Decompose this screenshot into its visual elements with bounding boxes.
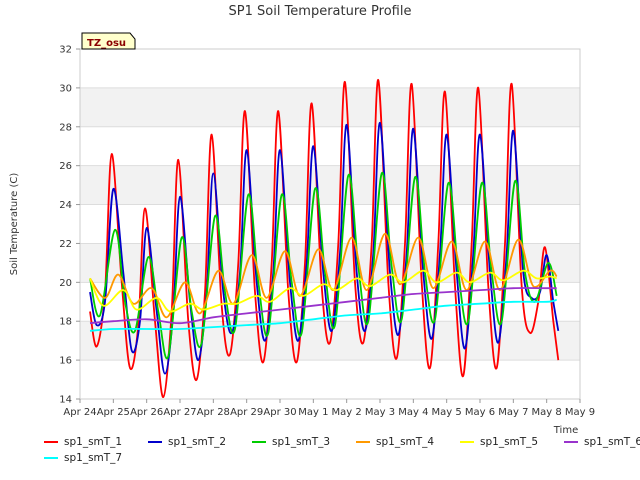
legend-item-sp1_smT_2: sp1_smT_2 xyxy=(148,436,226,448)
tz-badge-label: TZ_osu xyxy=(87,38,126,49)
series-line-sp1_smT_5 xyxy=(89,269,558,313)
legend-label: sp1_smT_5 xyxy=(480,436,539,448)
legend-swatch xyxy=(148,441,162,443)
tz-badge-box xyxy=(81,32,136,50)
y-tick-label: 28 xyxy=(59,122,72,133)
legend-swatch xyxy=(460,441,474,443)
series-line-sp1_smT_7 xyxy=(89,298,557,332)
x-tick-label: Apr 29 xyxy=(230,407,263,418)
series-line-sp1_smT_2 xyxy=(89,121,560,375)
x-tick-label: May 5 xyxy=(432,407,462,418)
x-tick-label: Apr 28 xyxy=(197,407,230,418)
x-tick-label: May 9 xyxy=(565,407,595,418)
legend-swatch xyxy=(564,441,578,443)
legend-item-sp1_smT_7: sp1_smT_7 xyxy=(44,452,122,464)
series-lines xyxy=(89,79,560,399)
legend-item-sp1_smT_1: sp1_smT_1 xyxy=(44,436,122,448)
x-tick-label: May 2 xyxy=(332,407,362,418)
x-tick-labels: Apr 24 Apr 25 Apr 26 Apr 27 Apr 28 Apr 29 Apr … xyxy=(63,399,595,418)
y-tick-label: 20 xyxy=(59,278,72,289)
y-axis-label: Soil Temperature (C) xyxy=(9,173,20,276)
legend-label: sp1_smT_3 xyxy=(272,436,331,448)
y-tick-label: 26 xyxy=(59,161,72,172)
legend-item-sp1_smT_5: sp1_smT_5 xyxy=(460,436,538,448)
x-tick-label: May 7 xyxy=(498,407,528,418)
x-axis-label: Time xyxy=(553,425,578,436)
y-tick-label: 16 xyxy=(59,356,72,367)
plot-band xyxy=(80,87,580,127)
legend-item-sp1_smT_3: sp1_smT_3 xyxy=(252,436,330,448)
x-tick-label: Apr 30 xyxy=(263,407,296,418)
plot-frame xyxy=(79,48,581,400)
series-line-sp1_smT_4 xyxy=(89,232,558,319)
x-tick-label: Apr 27 xyxy=(163,407,196,418)
x-tick-label: Apr 24 xyxy=(63,407,96,418)
x-tick-label: May 1 xyxy=(298,407,328,418)
legend-label: sp1_smT_4 xyxy=(376,436,435,448)
x-tick-label: May 3 xyxy=(365,407,395,418)
legend-label: sp1_smT_7 xyxy=(64,452,123,464)
x-tick-label: Apr 26 xyxy=(130,407,163,418)
legend-label: sp1_smT_1 xyxy=(64,436,123,448)
legend-swatch xyxy=(44,457,58,459)
legend-swatch xyxy=(356,441,370,443)
chart-title: SP1 Soil Temperature Profile xyxy=(229,4,412,19)
y-tick-label: 24 xyxy=(59,200,72,211)
legend-item-sp1_smT_4: sp1_smT_4 xyxy=(356,436,434,448)
legend-swatch xyxy=(44,441,58,443)
x-tick-label: May 4 xyxy=(398,407,428,418)
y-tick-labels: 14 16 18 20 22 24 26 28 30 32 xyxy=(59,45,80,406)
x-tick-label: May 6 xyxy=(465,407,495,418)
plot-band xyxy=(80,165,580,205)
legend-label: sp1_smT_6 xyxy=(584,436,640,448)
x-tick-label: May 8 xyxy=(532,407,562,418)
y-tick-label: 30 xyxy=(59,83,72,94)
legend-label: sp1_smT_2 xyxy=(168,436,227,448)
series-line-sp1_smT_3 xyxy=(89,172,558,360)
x-tick-label: Apr 25 xyxy=(97,407,130,418)
y-tick-label: 18 xyxy=(59,317,72,328)
y-tick-label: 32 xyxy=(59,45,72,56)
series-line-sp1_smT_6 xyxy=(89,287,557,325)
tz-badge: TZ_osu xyxy=(81,32,136,50)
y-tick-label: 14 xyxy=(59,395,72,406)
legend-swatch xyxy=(252,441,266,443)
legend-item-sp1_smT_6: sp1_smT_6 xyxy=(564,436,640,448)
y-tick-label: 22 xyxy=(59,239,72,250)
